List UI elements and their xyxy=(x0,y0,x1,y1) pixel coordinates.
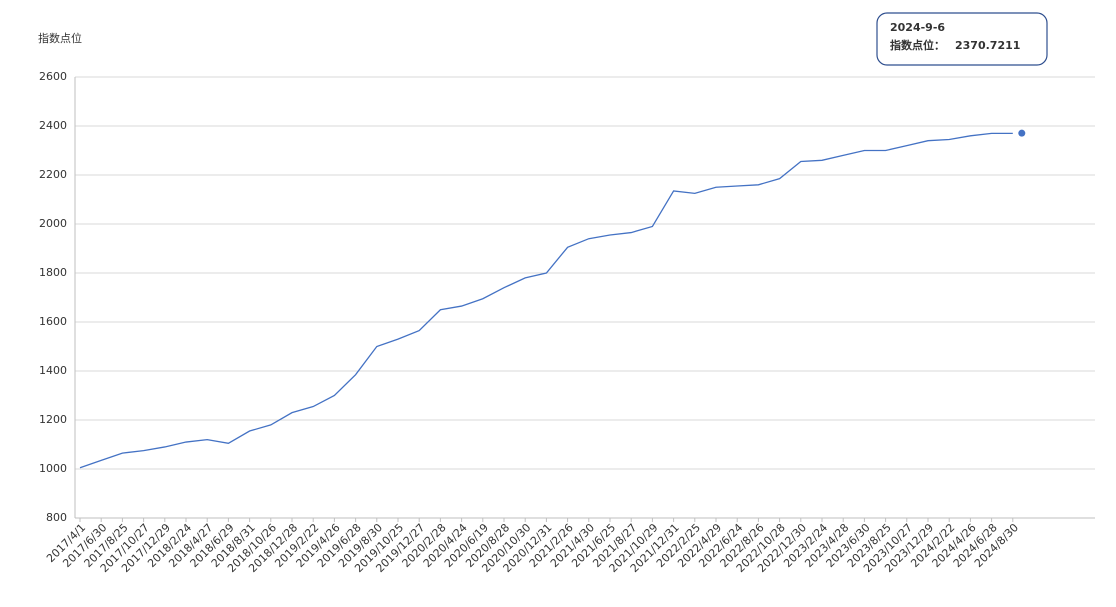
line xyxy=(79,132,1013,469)
y-axis-label: 指数点位 xyxy=(38,31,82,45)
y-tick-label: 800 xyxy=(46,511,67,524)
highlight-point xyxy=(1018,129,1026,137)
y-tick-label: 2000 xyxy=(39,217,67,230)
y-tick-label: 2200 xyxy=(39,168,67,181)
y-tick-label: 2600 xyxy=(39,70,67,83)
y-tick-label: 1000 xyxy=(39,462,67,475)
y-tick-label: 1400 xyxy=(39,364,67,377)
y-tick-label: 1800 xyxy=(39,266,67,279)
tooltip-label: 指数点位： xyxy=(890,38,945,52)
y-tick-label: 1200 xyxy=(39,413,67,426)
tooltip-value: 2370.7211 xyxy=(955,39,1020,52)
y-tick-label: 2400 xyxy=(39,119,67,132)
tooltip-date: 2024-9-6 xyxy=(890,21,945,34)
y-tick-label: 1600 xyxy=(39,315,67,328)
tooltip: 2024-9-6 指数点位： 2370.7211 xyxy=(876,12,1048,66)
tooltip-box xyxy=(876,12,1048,66)
